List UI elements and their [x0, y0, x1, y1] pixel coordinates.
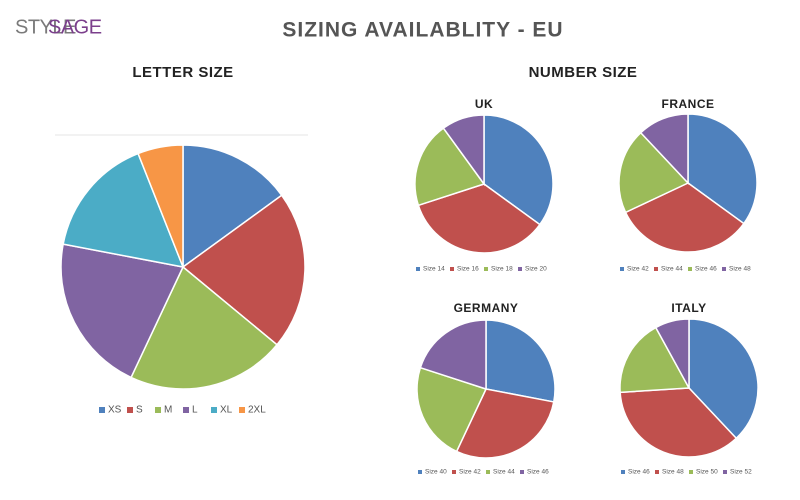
legend-label: Size 42 [627, 266, 649, 273]
legend-label: Size 18 [491, 266, 513, 273]
legend-swatch [418, 470, 422, 474]
legend-label: 2XL [248, 405, 266, 416]
legend-swatch [654, 267, 658, 271]
pie-slice [181, 194, 306, 346]
pie-slice [442, 114, 485, 187]
legend-swatch [99, 407, 105, 413]
legend-label: Size 14 [423, 266, 445, 273]
pie-slice [182, 144, 283, 269]
chart-title: UK [475, 97, 493, 111]
legend-swatch [239, 407, 245, 413]
legend-swatch [688, 267, 692, 271]
legend-swatch [655, 470, 659, 474]
legend-swatch [155, 407, 161, 413]
chart-title: ITALY [671, 301, 706, 315]
legend-swatch [518, 267, 522, 271]
pie-slice [416, 366, 488, 453]
pie-slice [414, 127, 486, 207]
legend-swatch [416, 267, 420, 271]
pie-slice [130, 265, 279, 390]
legend-swatch [620, 267, 624, 271]
legend-label: Size 48 [662, 469, 684, 476]
chart-title: LETTER SIZE [132, 64, 233, 81]
legend-swatch [520, 470, 524, 474]
pie-slice [619, 326, 691, 394]
legend-swatch [450, 267, 454, 271]
pie-slice [417, 183, 541, 254]
legend-label: Size 44 [661, 266, 683, 273]
legend-label: XL [220, 405, 233, 416]
legend-swatch [211, 407, 217, 413]
legend-label: Size 42 [459, 469, 481, 476]
pie-slice [419, 319, 487, 391]
legend-label: Size 40 [425, 469, 447, 476]
legend-label: S [136, 405, 143, 416]
legend-label: Size 20 [525, 266, 547, 273]
pie-slice [62, 152, 185, 268]
legend-label: Size 46 [628, 469, 650, 476]
legend-swatch [689, 470, 693, 474]
pie-slice [137, 144, 184, 268]
pie-slice [688, 318, 759, 440]
legend-swatch [127, 407, 133, 413]
legend-swatch [621, 470, 625, 474]
pie-slice [619, 387, 738, 458]
legend-label: XS [108, 405, 122, 416]
legend-swatch [722, 267, 726, 271]
main-title: SIZING AVAILABLITY - EU [282, 19, 563, 42]
chart-title: GERMANY [454, 301, 519, 315]
pie-slice [60, 243, 185, 379]
section-heading: NUMBER SIZE [529, 64, 638, 81]
legend-label: Size 46 [527, 469, 549, 476]
logo-style: STYLE [15, 16, 76, 38]
legend-swatch [452, 470, 456, 474]
legend-label: Size 50 [696, 469, 718, 476]
pie-slice [618, 131, 690, 214]
pie-slice [687, 113, 758, 225]
legend-swatch [484, 267, 488, 271]
legend-label: Size 46 [695, 266, 717, 273]
legend-label: Size 52 [730, 469, 752, 476]
pie-slice [624, 182, 745, 253]
legend-label: Size 44 [493, 469, 515, 476]
legend-label: Size 48 [729, 266, 751, 273]
logo-sage: SAGE [48, 16, 102, 38]
legend-swatch [723, 470, 727, 474]
legend-swatch [486, 470, 490, 474]
pie-slice [654, 318, 690, 389]
legend-label: M [164, 405, 172, 416]
pie-slice [485, 319, 556, 403]
legend-label: Size 16 [457, 266, 479, 273]
pie-slice [483, 114, 554, 226]
chart-title: FRANCE [662, 97, 715, 111]
pie-slice [455, 388, 555, 459]
legend-swatch [183, 407, 189, 413]
legend-label: L [192, 405, 198, 416]
pie-slice [639, 113, 689, 185]
